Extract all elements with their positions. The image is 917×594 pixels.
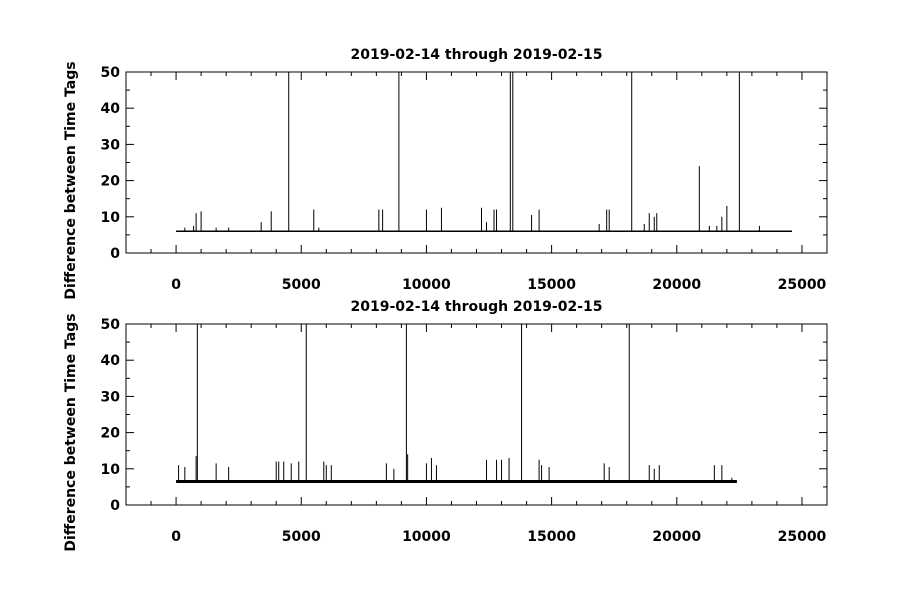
x-tick-label: 0 [171,529,181,545]
x-tick-label: 15000 [527,529,576,545]
y-tick-label: 0 [110,246,120,262]
y-tick-label: 30 [101,137,121,153]
x-tick-label: 25000 [778,529,827,545]
y-tick-label: 10 [101,210,121,226]
chart-title: 2019-02-14 through 2019-02-15 [351,47,603,63]
x-tick-label: 25000 [778,277,827,293]
y-tick-label: 40 [101,353,121,369]
x-tick-label: 20000 [652,529,701,545]
chart-title: 2019-02-14 through 2019-02-15 [351,299,603,315]
y-tick-label: 50 [101,65,121,81]
chart-panel-2: 2019-02-14 through 2019-02-15 Difference … [63,299,828,552]
x-tick-label: 0 [171,277,181,293]
x-tick-label: 15000 [527,277,576,293]
y-axis-label: Difference between Time Tags [63,61,79,299]
x-tick-label: 10000 [402,277,451,293]
x-tick-label: 5000 [282,277,321,293]
y-tick-label: 10 [101,462,121,478]
chart-panel-1: 2019-02-14 through 2019-02-15 Difference … [63,47,828,300]
x-tick-label: 10000 [402,529,451,545]
y-axis-label: Difference between Time Tags [63,313,79,551]
y-tick-label: 20 [101,174,121,190]
y-tick-label: 20 [101,426,121,442]
x-tick-label: 5000 [282,529,321,545]
x-tick-label: 20000 [652,277,701,293]
y-tick-label: 0 [110,498,120,514]
y-tick-label: 30 [101,389,121,405]
y-tick-label: 40 [101,101,121,117]
y-tick-label: 50 [101,317,121,333]
